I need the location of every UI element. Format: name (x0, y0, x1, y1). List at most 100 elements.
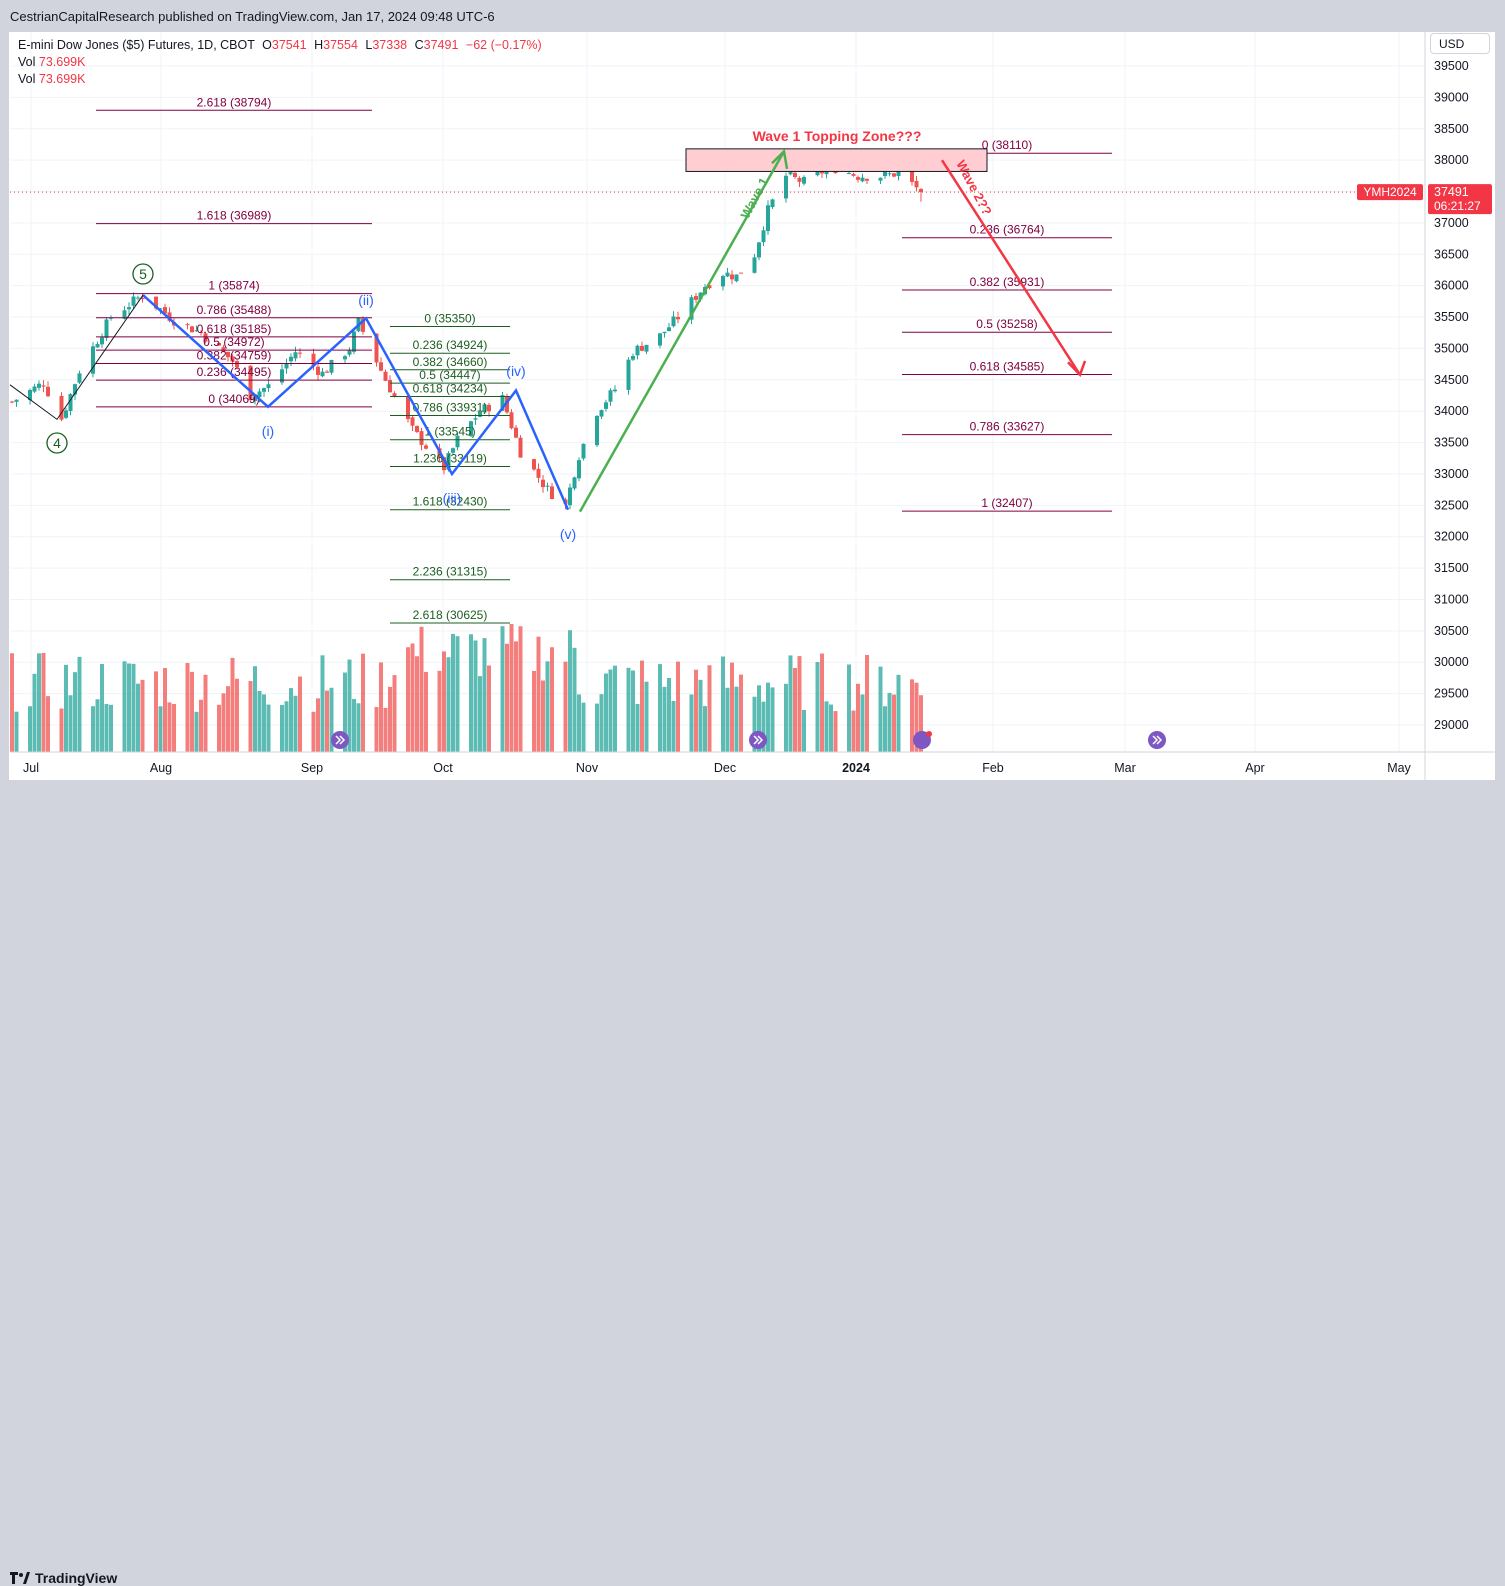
candle-body (221, 347, 226, 352)
volume-bar (37, 653, 41, 752)
volume-bar (514, 641, 518, 752)
y-tick-label: 38000 (1434, 153, 1469, 167)
volume-bar (478, 676, 482, 752)
volume-bar (154, 671, 158, 752)
candle-body (541, 479, 545, 488)
candle-body (316, 366, 320, 375)
tradingview-brand[interactable]: TradingView (10, 1570, 117, 1586)
volume-bar (77, 656, 82, 752)
volume-bar (883, 706, 887, 752)
vol-label: Vol (18, 55, 36, 69)
volume-bar (595, 703, 599, 752)
candle-body (410, 417, 415, 426)
volume-bar (500, 626, 505, 752)
volume-bar (878, 666, 883, 752)
volume-bar (329, 687, 334, 752)
fib-left-label: 0.382 (34759) (197, 349, 272, 363)
volume-bar (545, 661, 550, 752)
candle-body (734, 274, 739, 282)
volume-bar (577, 694, 581, 752)
symbol-name[interactable]: E-mini Dow Jones ($5) Futures, 1D, CBOT (18, 38, 255, 52)
legend-vol-row-2: Vol 73.699K (18, 71, 542, 88)
volume-bar (784, 683, 788, 752)
fib-left-label: 0.618 (35185) (197, 322, 272, 336)
candle-body (667, 327, 671, 332)
fib-left-label: 0.236 (34495) (197, 365, 272, 379)
candle-body (64, 410, 68, 418)
candle-body (32, 386, 37, 392)
y-tick-label: 31000 (1434, 592, 1469, 606)
fib-mid-label: 0 (35350) (424, 311, 475, 325)
low-value: 37338 (372, 38, 408, 52)
candle-body (77, 373, 82, 383)
volume-bar (289, 688, 293, 752)
candle-body (415, 425, 419, 432)
volume-bar (311, 711, 316, 752)
fib-right-label: 0.5 (35258) (976, 317, 1037, 331)
x-tick-label: Mar (1114, 761, 1136, 775)
fib-mid-label: 0.5 (34447) (419, 368, 480, 382)
fib-mid-label: 1.236 (33119) (413, 451, 487, 465)
volume-bar (473, 640, 478, 752)
price-chart[interactable]: 2.618 (38794) 1.618 (36989) 1 (35874) 0.786… (0, 0, 1505, 816)
volume-bar (541, 680, 545, 752)
volume-bar (68, 695, 73, 752)
topping-zone-label: Wave 1 Topping Zone??? (753, 128, 922, 144)
currency-selector[interactable]: USD (1430, 33, 1490, 54)
volume-bar (28, 706, 32, 752)
fib-mid-label: 0.618 (34234) (413, 382, 488, 396)
volume-bar (820, 653, 824, 752)
volume-bar (676, 661, 680, 752)
volume-bar (896, 674, 901, 752)
volume-bar (788, 655, 793, 752)
volume-bar (361, 653, 365, 752)
candle-body (253, 396, 257, 402)
volume-bar (442, 651, 446, 752)
volume-bar (230, 657, 235, 752)
y-tick-label: 32000 (1434, 530, 1469, 544)
y-tick-label: 30500 (1434, 624, 1469, 638)
volume-bar (815, 662, 820, 752)
candle-body (887, 173, 892, 175)
candle-body (374, 333, 379, 363)
volume-bar (469, 634, 473, 752)
candle-body (599, 410, 604, 417)
volume-bar (293, 695, 298, 752)
candle-body (595, 415, 599, 446)
volume-bar (190, 671, 194, 752)
candle-body (509, 412, 514, 429)
candle-body (860, 177, 865, 182)
volume-bar (550, 647, 554, 752)
volume-bar (100, 664, 104, 752)
volume-bar (122, 661, 127, 752)
close-value: 37491 (423, 38, 459, 52)
fib-right-label: 0 (38110) (982, 138, 1032, 152)
candle-body (383, 371, 388, 381)
volume-bar (482, 638, 487, 752)
candle-body (226, 351, 230, 358)
volume-bar (887, 692, 892, 752)
candle-body (392, 393, 397, 397)
volume-bar (158, 706, 163, 752)
volume-bar (410, 643, 415, 752)
candle-body (635, 345, 640, 356)
y-tick-label: 29000 (1434, 718, 1469, 732)
candle-body (455, 435, 460, 448)
x-tick-label: Nov (576, 761, 599, 775)
volume-bar (235, 678, 239, 752)
fib-mid-label: 1 (33545) (424, 425, 475, 439)
open-label: O (262, 38, 272, 52)
candle-body (676, 316, 680, 320)
fib-mid-label: 0.786 (33931) (413, 401, 488, 415)
candle-body (127, 307, 131, 310)
wave-black-path (9, 294, 144, 421)
volume-bar (374, 707, 379, 752)
volume-bar (914, 682, 919, 752)
volume-bar (140, 679, 145, 752)
volume-bar (64, 664, 68, 752)
candle-body (262, 388, 266, 392)
x-tick-label: 2024 (842, 761, 870, 775)
candle-body (626, 359, 631, 390)
x-tick-label: Aug (150, 761, 172, 775)
wave-circle-w5 (132, 263, 154, 285)
